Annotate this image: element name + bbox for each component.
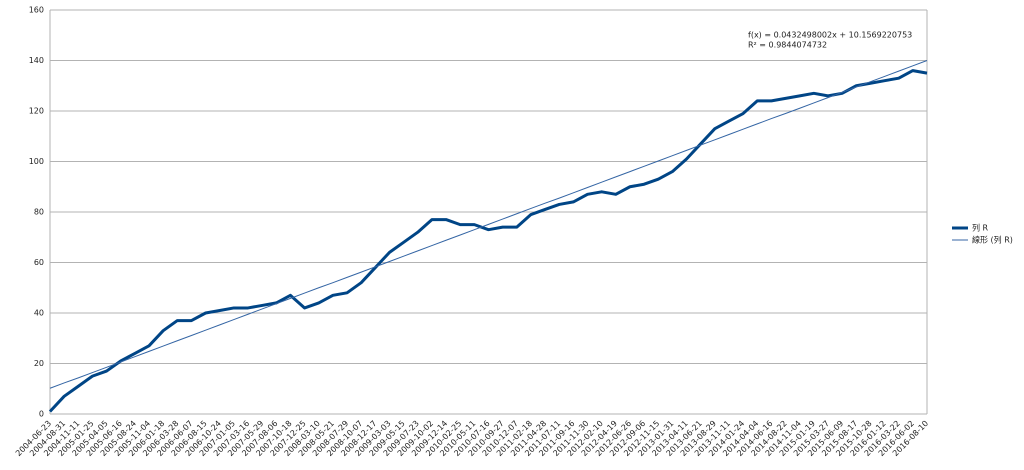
y-tick-label: 120: [29, 107, 44, 116]
legend-label: 線形 (列 R): [972, 235, 1013, 245]
y-tick-label: 20: [34, 359, 44, 368]
y-tick-label: 40: [34, 309, 44, 318]
y-tick-label: 100: [29, 157, 44, 166]
y-tick-label: 160: [29, 6, 44, 15]
y-tick-label: 60: [34, 258, 44, 267]
annotation: R² = 0.9844074732: [748, 41, 827, 50]
annotation: f(x) = 0.0432498002x + 10.1569220753: [748, 31, 912, 40]
y-tick-label: 140: [29, 56, 44, 65]
y-tick-label: 0: [39, 410, 44, 419]
y-tick-label: 80: [34, 208, 44, 217]
series-line: [48, 69, 928, 413]
legend-label: 列 R: [972, 223, 989, 233]
series-line: [49, 60, 928, 389]
